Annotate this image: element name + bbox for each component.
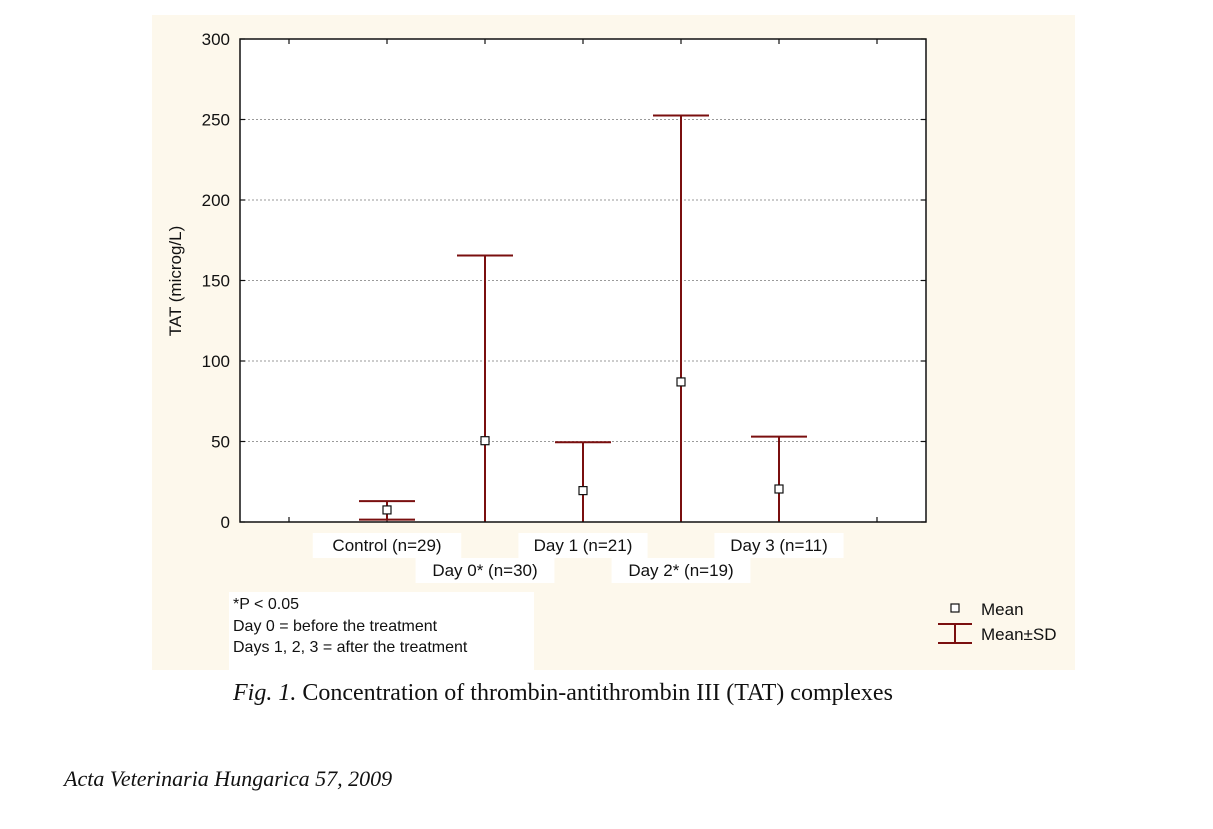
x-tick-label-4: Day 3 (n=11)	[730, 536, 827, 555]
legend-sd-label: Mean±SD	[981, 625, 1056, 644]
x-tick-label-1: Day 0* (n=30)	[432, 561, 537, 580]
x-tick-label-3: Day 2* (n=19)	[628, 561, 733, 580]
footnotes: *P < 0.05 Day 0 = before the treatment D…	[229, 592, 534, 670]
y-axis-label: TAT (microg/L)	[166, 226, 185, 337]
x-label-bg	[611, 558, 751, 583]
y-tick-label-200: 200	[202, 191, 230, 210]
x-label-bg	[714, 533, 844, 558]
caption-prefix: Fig. 1.	[233, 680, 297, 706]
plot-frame	[239, 38, 927, 523]
x-label-bg	[518, 533, 648, 558]
y-tick-label-150: 150	[202, 272, 230, 291]
mean-marker-0	[382, 505, 392, 515]
y-tick-label-50: 50	[211, 433, 230, 452]
y-tick-label-300: 300	[202, 30, 230, 49]
caption-text: Concentration of thrombin-antithrombin I…	[302, 680, 893, 706]
footnote-days123: Days 1, 2, 3 = after the treatment	[233, 639, 468, 656]
mean-marker-3	[676, 377, 686, 387]
footnote-significance: *P < 0.05	[233, 596, 299, 613]
legend-mean-label: Mean	[981, 600, 1024, 619]
journal-footer: Acta Veterinaria Hungarica 57, 2009	[64, 766, 393, 791]
mean-marker-2	[578, 486, 588, 496]
x-tick-label-2: Day 1 (n=21)	[534, 536, 633, 555]
mean-marker-1	[480, 436, 490, 446]
figure-caption: Fig. 1. Concentration of thrombin-antith…	[233, 680, 893, 707]
mean-marker-4	[774, 484, 784, 494]
y-tick-label-100: 100	[202, 352, 230, 371]
x-label-bg	[415, 558, 555, 583]
x-tick-label-0: Control (n=29)	[332, 536, 441, 555]
footnote-day0: Day 0 = before the treatment	[233, 617, 438, 635]
x-label-bg	[312, 533, 462, 558]
legend-mean-marker	[950, 603, 960, 613]
y-tick-label-250: 250	[202, 111, 230, 130]
y-tick-label-0: 0	[221, 513, 230, 532]
